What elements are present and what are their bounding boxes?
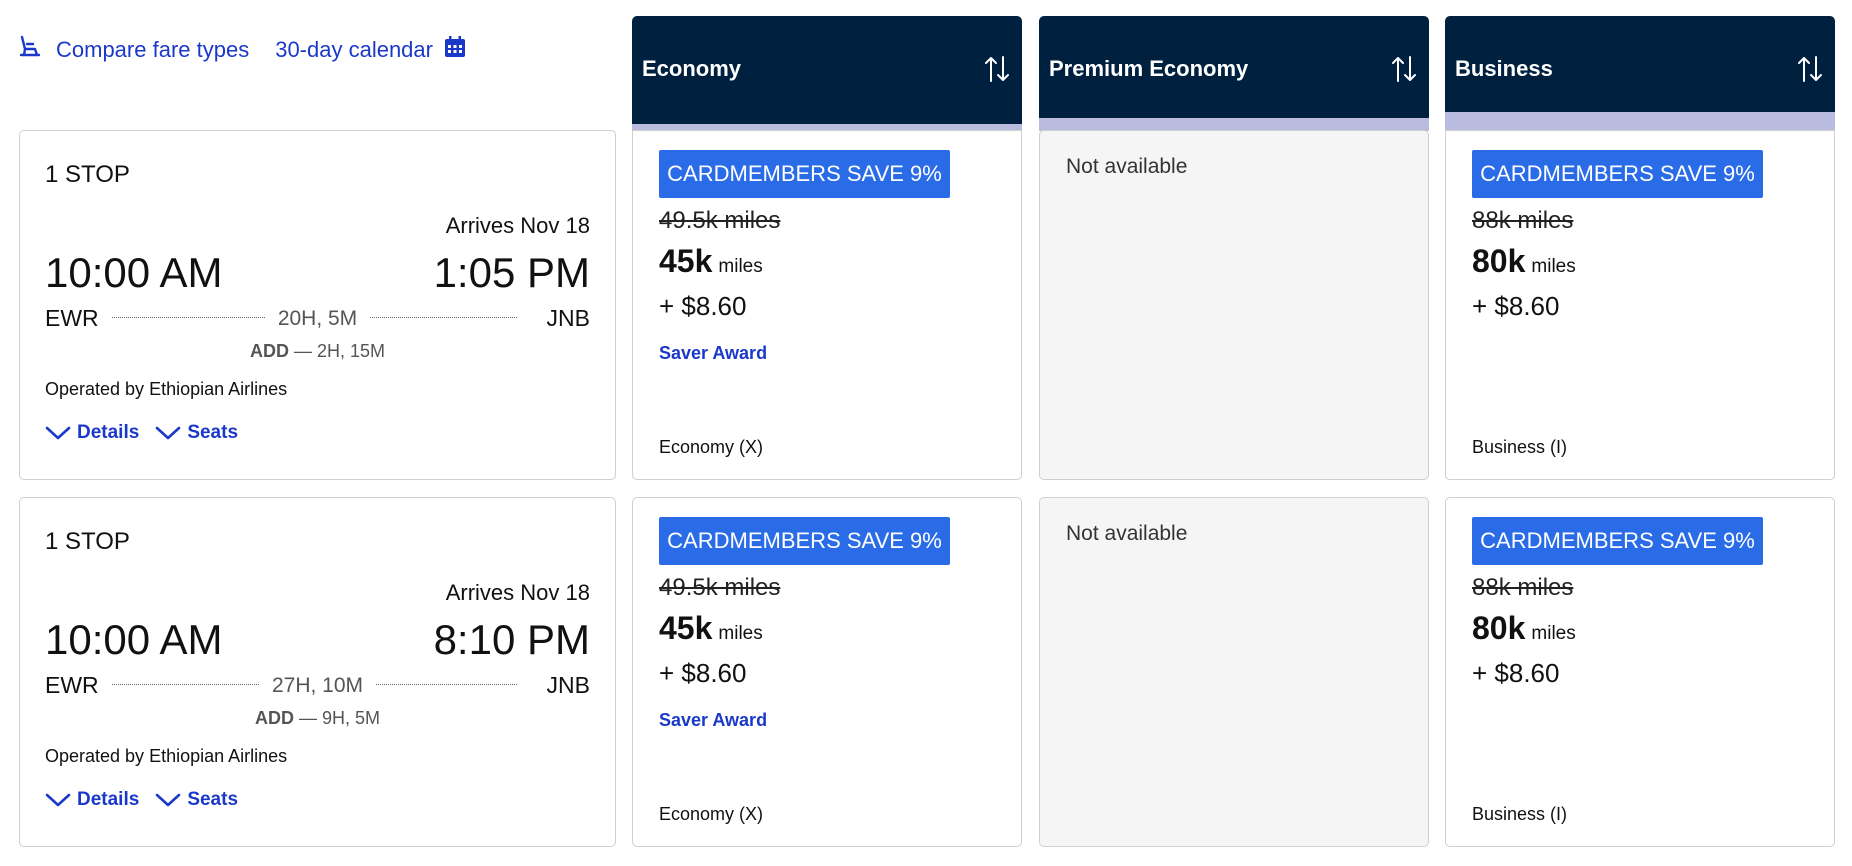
- layover-info: ADD — 2H, 15M: [20, 341, 615, 362]
- compare-fare-types-label: Compare fare types: [56, 37, 250, 62]
- seats-label: Seats: [187, 789, 239, 810]
- departure-time: 10:00 AM: [45, 249, 223, 296]
- miles-price: 45k miles: [659, 243, 763, 280]
- origin-airport: EWR: [45, 305, 99, 331]
- miles-amount: 80k: [1472, 243, 1526, 279]
- seats-toggle[interactable]: Seats: [155, 789, 238, 811]
- saver-award-link[interactable]: Saver Award: [659, 343, 768, 363]
- column-accent-stripe: [1445, 112, 1835, 131]
- toolbar: Compare fare types 30-day calendar: [18, 35, 467, 65]
- details-toggle[interactable]: Details: [45, 789, 139, 811]
- column-accent-stripe: [632, 124, 1022, 131]
- miles-amount: 45k: [659, 610, 713, 646]
- flight-card: 1 STOP Arrives Nov 18 10:00 AM 8:10 PM E…: [19, 497, 616, 847]
- column-title-business: Business: [1455, 56, 1553, 81]
- seats-label: Seats: [187, 422, 239, 443]
- stops-label: 1 STOP: [45, 528, 130, 555]
- taxes-fees: + $8.60: [1472, 291, 1560, 321]
- operated-by: Operated by Ethiopian Airlines: [45, 379, 288, 399]
- flight-links: Details Seats: [45, 422, 254, 444]
- column-header-economy: Economy: [632, 16, 1022, 131]
- original-miles: 88k miles: [1472, 574, 1574, 601]
- stops-label: 1 STOP: [45, 161, 130, 188]
- layover-info: ADD — 9H, 5M: [20, 708, 615, 729]
- miles-amount: 80k: [1472, 610, 1526, 646]
- seats-toggle[interactable]: Seats: [155, 422, 238, 444]
- column-title-economy: Economy: [642, 56, 742, 81]
- miles-price: 80k miles: [1472, 243, 1576, 280]
- duration-wrap: 27H, 10M: [20, 674, 615, 698]
- not-available-label: Not available: [1066, 522, 1188, 545]
- arrival-time: 8:10 PM: [433, 616, 590, 663]
- operated-by: Operated by Ethiopian Airlines: [45, 746, 288, 766]
- taxes-fees: + $8.60: [659, 658, 747, 688]
- cardmember-discount-badge: CARDMEMBERS SAVE 9%: [659, 517, 950, 565]
- chevron-down-icon: [45, 426, 71, 440]
- miles-unit: miles: [1531, 623, 1576, 644]
- layover-airport: ADD: [249, 341, 289, 361]
- fare-class: Business (I): [1472, 437, 1568, 457]
- cardmember-discount-badge: CARDMEMBERS SAVE 9%: [1472, 150, 1763, 198]
- flight-card: 1 STOP Arrives Nov 18 10:00 AM 1:05 PM E…: [19, 130, 616, 480]
- calendar-icon: [443, 35, 467, 65]
- 30-day-calendar-label: 30-day calendar: [275, 37, 433, 62]
- chevron-down-icon: [156, 793, 181, 807]
- miles-unit: miles: [1531, 256, 1576, 277]
- destination-airport: JNB: [546, 305, 590, 331]
- column-header-business: Business: [1445, 16, 1835, 131]
- fare-cell-premium-economy: Not available: [1039, 130, 1429, 480]
- flight-duration: 27H, 10M: [259, 674, 376, 697]
- miles-price: 45k miles: [659, 610, 763, 647]
- fare-class: Economy (X): [659, 804, 764, 824]
- cardmember-discount-badge: CARDMEMBERS SAVE 9%: [659, 150, 950, 198]
- column-header-premium-economy: Premium Economy: [1039, 16, 1429, 131]
- layover-airport: ADD: [254, 708, 294, 728]
- sort-arrows-icon[interactable]: [1391, 54, 1417, 84]
- fare-class: Business (I): [1472, 804, 1568, 824]
- original-miles: 49.5k miles: [659, 207, 781, 234]
- 30-day-calendar-link[interactable]: 30-day calendar: [275, 35, 467, 65]
- duration-wrap: 20H, 5M: [20, 307, 615, 331]
- miles-unit: miles: [718, 623, 763, 644]
- arrival-date: Arrives Nov 18: [445, 580, 590, 605]
- miles-amount: 45k: [659, 243, 713, 279]
- arrival-date: Arrives Nov 18: [445, 213, 590, 238]
- taxes-fees: + $8.60: [659, 291, 747, 321]
- details-toggle[interactable]: Details: [45, 422, 139, 444]
- fare-cell-business[interactable]: CARDMEMBERS SAVE 9% 88k miles 80k miles +…: [1445, 497, 1835, 847]
- origin-airport: EWR: [45, 672, 99, 698]
- flight-links: Details Seats: [45, 789, 254, 811]
- fare-cell-business[interactable]: CARDMEMBERS SAVE 9% 88k miles 80k miles +…: [1445, 130, 1835, 480]
- details-label: Details: [77, 789, 140, 810]
- destination-airport: JNB: [546, 672, 590, 698]
- miles-price: 80k miles: [1472, 610, 1576, 647]
- fare-cell-premium-economy: Not available: [1039, 497, 1429, 847]
- original-miles: 88k miles: [1472, 207, 1574, 234]
- column-accent-stripe: [1039, 118, 1429, 131]
- departure-time: 10:00 AM: [45, 616, 223, 663]
- column-title-premium-economy: Premium Economy: [1049, 56, 1249, 81]
- miles-unit: miles: [718, 256, 763, 277]
- taxes-fees: + $8.60: [1472, 658, 1560, 688]
- seat-icon: [18, 35, 42, 65]
- original-miles: 49.5k miles: [659, 574, 781, 601]
- fare-cell-economy[interactable]: CARDMEMBERS SAVE 9% 49.5k miles 45k miles…: [632, 130, 1022, 480]
- sort-arrows-icon[interactable]: [1797, 54, 1823, 84]
- layover-time: — 2H, 15M: [293, 341, 386, 361]
- sort-arrows-icon[interactable]: [984, 54, 1010, 84]
- compare-fare-types-link[interactable]: Compare fare types: [18, 35, 249, 65]
- chevron-down-icon: [156, 426, 181, 440]
- flight-duration: 20H, 5M: [265, 307, 370, 330]
- not-available-label: Not available: [1066, 155, 1188, 178]
- fare-class: Economy (X): [659, 437, 764, 457]
- arrival-time: 1:05 PM: [433, 249, 590, 296]
- fare-cell-economy[interactable]: CARDMEMBERS SAVE 9% 49.5k miles 45k miles…: [632, 497, 1022, 847]
- saver-award-link[interactable]: Saver Award: [659, 710, 768, 730]
- chevron-down-icon: [45, 793, 71, 807]
- layover-time: — 9H, 5M: [298, 708, 381, 728]
- cardmember-discount-badge: CARDMEMBERS SAVE 9%: [1472, 517, 1763, 565]
- details-label: Details: [77, 422, 140, 443]
